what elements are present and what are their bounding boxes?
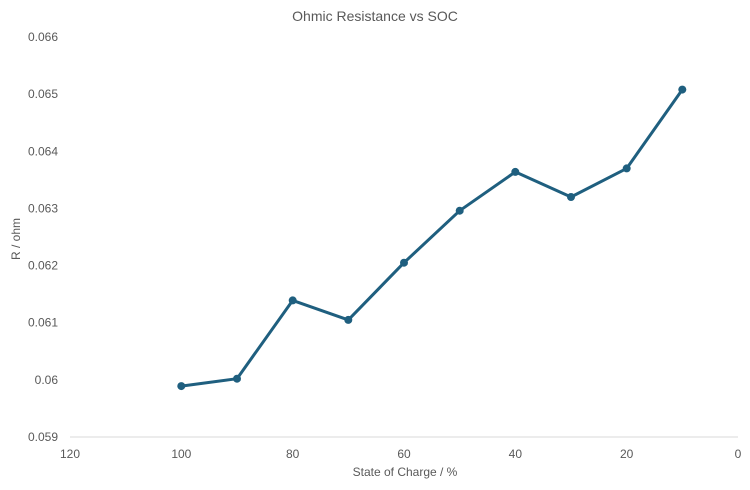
y-tick-label: 0.066	[28, 30, 58, 44]
data-point	[622, 164, 631, 173]
y-tick-label: 0.065	[28, 87, 58, 101]
data-point	[177, 382, 186, 391]
x-axis-label: State of Charge / %	[353, 465, 458, 479]
series-line	[181, 88, 684, 388]
y-tick-label: 0.06	[35, 373, 59, 387]
y-tick-label: 0.059	[28, 430, 58, 444]
y-axis-label: R / ohm	[9, 218, 23, 260]
data-point	[455, 206, 464, 215]
x-tick-label: 60	[397, 447, 411, 461]
y-tick-label: 0.063	[28, 201, 58, 215]
x-tick-label: 40	[509, 447, 523, 461]
data-point	[344, 315, 353, 324]
x-tick-label: 0	[735, 447, 742, 461]
y-tick-label: 0.062	[28, 259, 58, 273]
x-tick-label: 100	[171, 447, 191, 461]
data-point	[288, 296, 297, 305]
x-tick-label: 120	[60, 447, 80, 461]
data-point	[567, 193, 575, 201]
x-tick-labels: 120 100 80 60 40 20 0	[60, 447, 742, 461]
data-point	[400, 258, 408, 267]
chart-title: Ohmic Resistance vs SOC	[292, 8, 458, 24]
data-point	[678, 85, 687, 94]
y-tick-label: 0.061	[28, 316, 58, 330]
x-tick-label: 20	[620, 447, 634, 461]
data-point	[233, 374, 241, 383]
y-tick-labels: 0.059 0.06 0.061 0.062 0.063 0.064 0.065 0.066	[28, 30, 58, 444]
x-tick-label: 80	[286, 447, 300, 461]
y-tick-label: 0.064	[28, 144, 58, 158]
series-group	[177, 85, 687, 391]
data-point	[511, 167, 520, 176]
